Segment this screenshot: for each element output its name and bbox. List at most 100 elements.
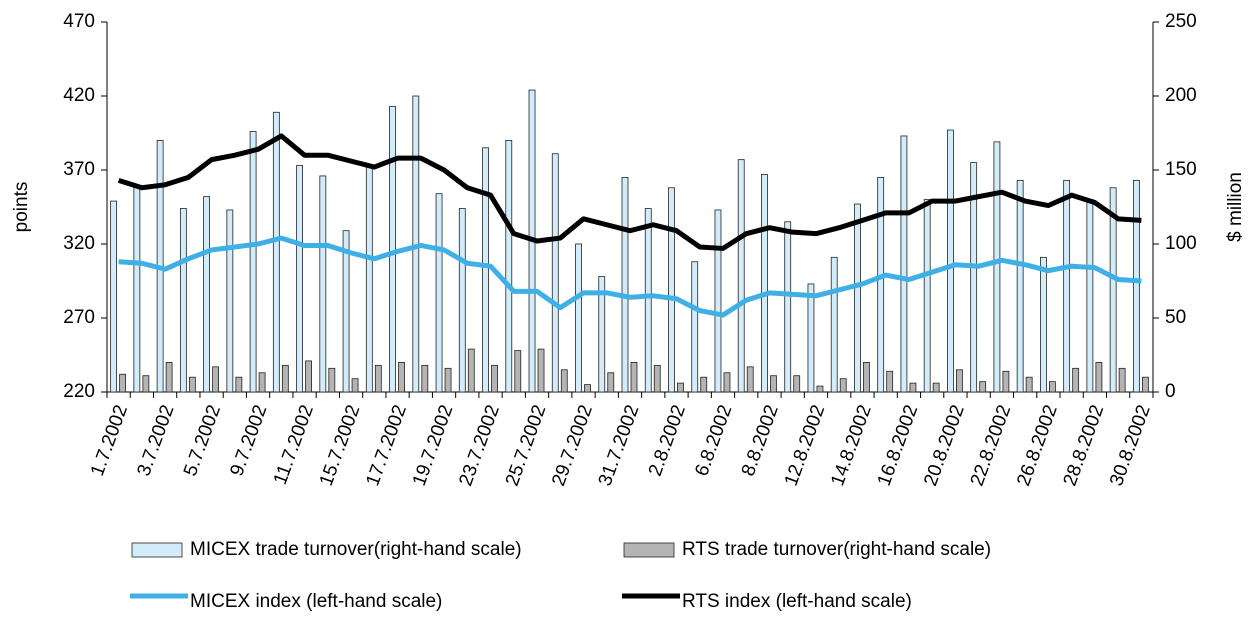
bar (1095, 361, 1103, 393)
bar (1063, 179, 1071, 393)
bar (249, 131, 257, 393)
x-tick-label: 14.8.2002 (827, 402, 876, 489)
y2-tick-label: 50 (1165, 307, 1186, 328)
y-axis-label: points (11, 182, 32, 233)
bar (854, 203, 861, 393)
y-tick-label: 220 (63, 381, 95, 402)
bar (281, 364, 289, 393)
bar (560, 369, 568, 393)
bar (1072, 367, 1080, 393)
bar (435, 193, 443, 393)
bar (272, 111, 280, 393)
x-tick-label: 30.8.2002 (1106, 402, 1155, 489)
x-tick-label: 31.7.2002 (595, 402, 644, 489)
y-tick-label: 320 (63, 233, 95, 254)
y-tick-label: 270 (63, 307, 95, 328)
bar (1118, 367, 1126, 393)
bar (119, 373, 127, 393)
x-tick-label: 1.7.2002 (87, 402, 132, 479)
bar (212, 366, 220, 393)
x-tick-label: 25.7.2002 (502, 402, 551, 489)
y2-axis-label: $ million (1225, 172, 1246, 242)
x-tick-label: 6.8.2002 (691, 402, 736, 479)
bar (305, 360, 312, 393)
bar (188, 376, 196, 393)
x-tick-label: 3.7.2002 (133, 402, 178, 479)
bar (179, 208, 187, 393)
legend-swatch (131, 542, 183, 558)
bar (505, 139, 513, 393)
bar (1109, 187, 1117, 393)
bar (677, 382, 684, 393)
legend-swatch (623, 542, 675, 558)
bar (1141, 376, 1149, 393)
bar (374, 364, 382, 393)
bar (863, 361, 870, 393)
bar (365, 165, 373, 393)
bar (770, 375, 777, 393)
bar (537, 348, 545, 393)
bar (575, 243, 582, 393)
bar (877, 176, 885, 393)
bar (203, 196, 211, 393)
bar (839, 378, 847, 393)
bar (458, 208, 466, 393)
bar (1040, 256, 1047, 393)
bar (979, 381, 987, 393)
bar (630, 361, 638, 393)
line (117, 133, 1142, 251)
y2-tick-label: 100 (1165, 233, 1197, 254)
x-tick-label: 9.7.2002 (226, 402, 271, 479)
bar (1025, 376, 1033, 393)
bar (296, 165, 303, 393)
bar (932, 382, 940, 393)
bar (584, 384, 591, 393)
bar (700, 376, 708, 393)
y-tick-label: 420 (63, 85, 95, 106)
x-tick-label: 26.8.2002 (1013, 402, 1062, 489)
bar (226, 209, 234, 393)
bar (421, 364, 429, 393)
bar (1002, 370, 1010, 393)
legend-label: MICEX trade turnover(right-hand scale) (190, 539, 522, 560)
x-tick-label: 5.7.2002 (180, 402, 225, 479)
bar (342, 230, 350, 393)
bar (491, 364, 498, 393)
bar (900, 135, 908, 393)
bar (1016, 179, 1024, 393)
bar (784, 221, 792, 393)
bar (993, 141, 1001, 393)
bar (1049, 381, 1056, 393)
bar (746, 366, 754, 393)
bar (142, 375, 150, 393)
bar (389, 105, 396, 393)
bar (621, 176, 629, 393)
legend-label: MICEX index (left-hand scale) (190, 591, 442, 612)
bar (514, 350, 522, 393)
legend-label: RTS trade turnover(right-hand scale) (682, 539, 991, 560)
x-tick-label: 22.8.2002 (967, 402, 1016, 489)
bar (714, 209, 722, 393)
bar (258, 372, 266, 393)
bar (691, 261, 699, 393)
bar (668, 187, 675, 393)
x-tick-label: 19.7.2002 (409, 402, 458, 489)
y2-tick-label: 200 (1165, 85, 1197, 106)
bar (1132, 179, 1140, 393)
y2-tick-label: 250 (1165, 11, 1197, 32)
bar (970, 162, 978, 393)
line (118, 235, 1142, 318)
bar (482, 147, 489, 393)
bar (947, 129, 954, 393)
bar (598, 276, 606, 393)
x-tick-label: 2.8.2002 (645, 402, 690, 479)
bar (923, 199, 931, 393)
bar (551, 153, 559, 393)
bar (351, 378, 359, 393)
bar (653, 364, 661, 393)
legend-label: RTS index (left-hand scale) (682, 591, 912, 612)
bar (737, 159, 745, 393)
bar (467, 348, 475, 393)
bar (110, 200, 118, 393)
